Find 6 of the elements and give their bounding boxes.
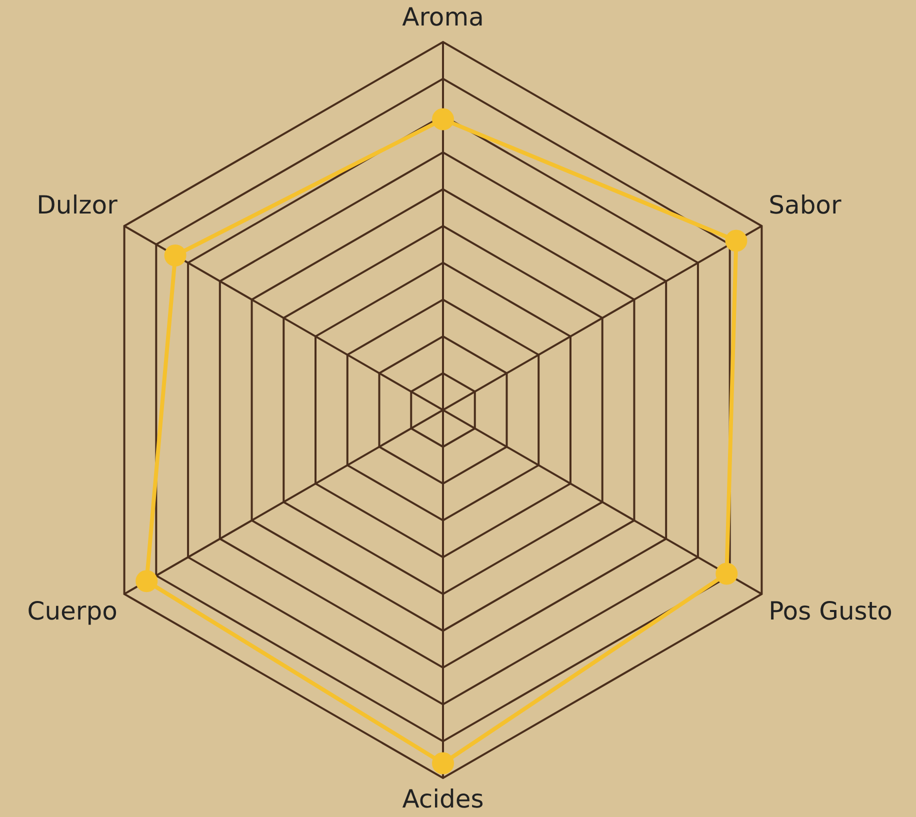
spoke-label: Pos Gusto xyxy=(768,596,892,626)
spoke-label: Aroma xyxy=(402,2,484,32)
spoke-label: Dulzor xyxy=(36,190,118,220)
spoke-label: Sabor xyxy=(768,190,842,220)
spoke-label: Cuerpo xyxy=(27,596,118,626)
spoke-label: Acides xyxy=(402,784,484,814)
